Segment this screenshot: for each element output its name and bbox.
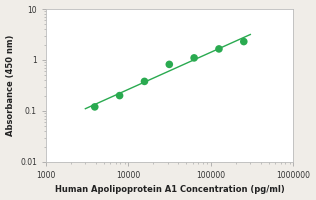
Point [216, 47, 222, 51]
Y-axis label: Absorbance (450 nm): Absorbance (450 nm) [6, 35, 15, 136]
Point [191, 56, 197, 59]
Point [167, 63, 172, 66]
Point [241, 40, 246, 43]
Point [142, 80, 147, 83]
Point [117, 94, 122, 97]
Point [92, 105, 97, 108]
X-axis label: Human Apolipoprotein A1 Concentration (pg/ml): Human Apolipoprotein A1 Concentration (p… [55, 185, 285, 194]
